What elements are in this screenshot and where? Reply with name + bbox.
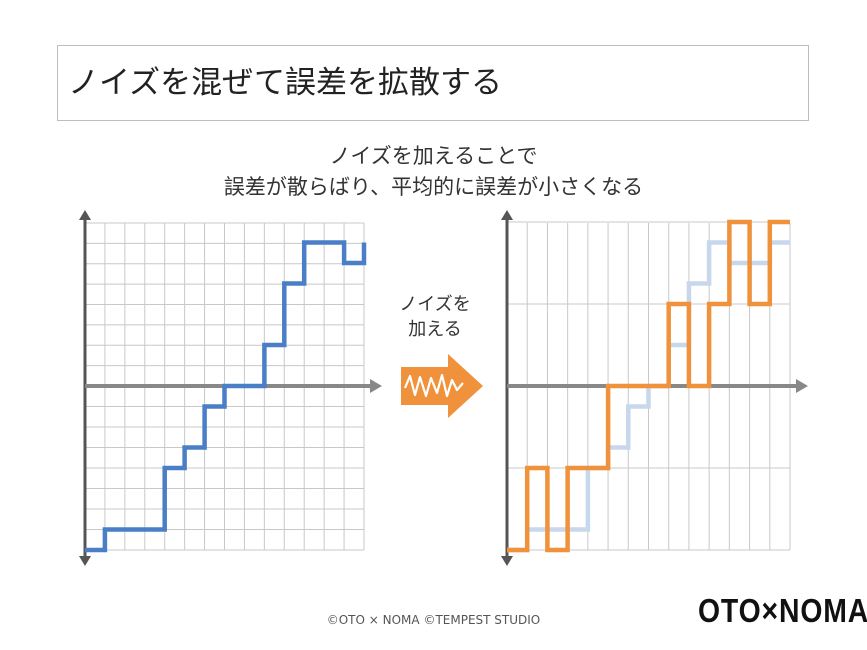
quantized-chart-y-axis-arrow-down: [79, 556, 91, 566]
noisy-chart: [501, 210, 808, 566]
arrow-label-line-2: 加える: [408, 319, 462, 340]
noisy-signal-line: [507, 219, 790, 553]
noise-arrow-icon: [401, 354, 483, 418]
page-title: ノイズを混ぜて誤差を拡散する: [68, 65, 502, 101]
quantized-chart: [79, 210, 382, 566]
noisy-chart-noisy-series: [507, 219, 790, 553]
copyright-text: ©OTO × NOMA ©TEMPEST STUDIO: [326, 613, 541, 627]
quantized-chart-series: [85, 240, 367, 553]
quantized-chart-y-axis-arrow-up: [79, 210, 91, 220]
quantized-chart-x-axis-arrow: [370, 379, 382, 393]
brand-logo: OTO×NOMA: [698, 592, 867, 629]
quantized-signal-line: [85, 240, 367, 553]
noisy-chart-x-axis-arrow: [796, 379, 808, 393]
noisy-chart-y-axis-arrow-down: [501, 556, 513, 566]
title-box: ノイズを混ぜて誤差を拡散する: [57, 45, 809, 121]
arrow-label-line-1: ノイズを: [399, 294, 471, 315]
subtitle-line-1: ノイズを加えることで: [329, 144, 538, 168]
subtitle-line-2: 誤差が散らばり、平均的に誤差が小さくなる: [223, 175, 644, 199]
noisy-chart-y-axis-arrow-up: [501, 210, 513, 220]
